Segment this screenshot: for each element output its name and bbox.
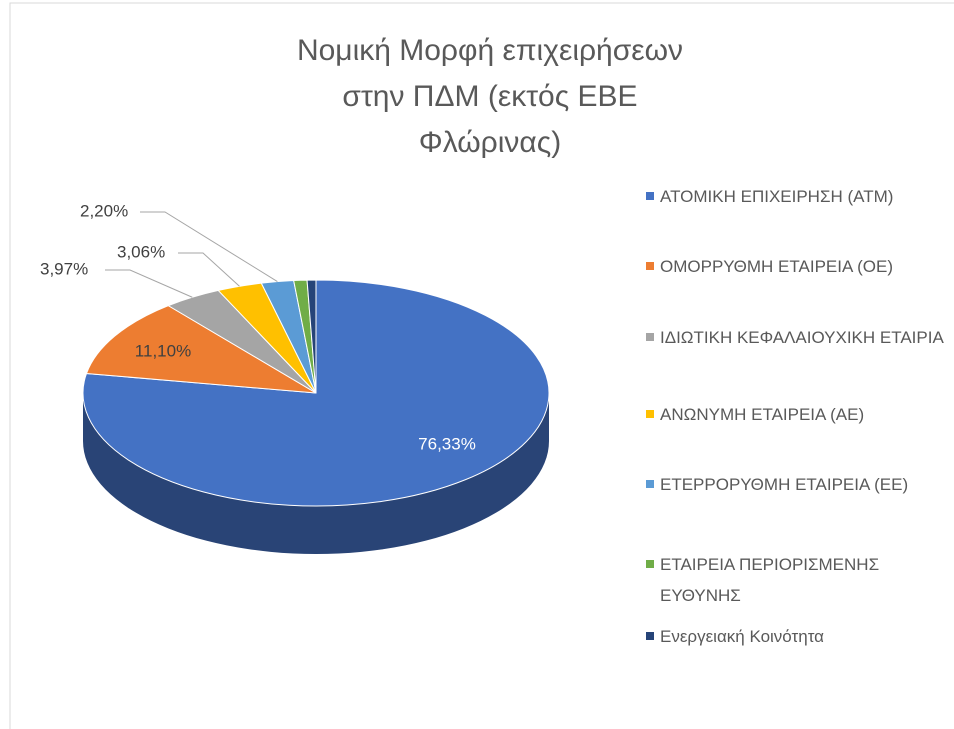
- chart-title: Νομική Μορφή επιχειρήσεων στην ΠΔΜ (εκτό…: [296, 34, 684, 159]
- legend-swatch: [646, 632, 654, 640]
- data-label: 3,97%: [40, 259, 88, 278]
- legend-swatch: [646, 262, 654, 270]
- leader-line: [105, 269, 193, 298]
- pie-slice: [85, 305, 317, 394]
- data-label: 3,06%: [117, 242, 165, 261]
- pie-sides: [83, 393, 549, 554]
- legend-swatch: [646, 410, 654, 418]
- leader-line: [178, 252, 240, 287]
- pie-side: [83, 393, 549, 554]
- data-label: 76,33%: [418, 434, 476, 453]
- legend-label: ΟΜΟΡΡΥΘΜΗ ΕΤΑΙΡΕΙΑ (ΟΕ): [660, 257, 893, 276]
- legend-item: ΕΤΑΙΡΕΙΑ ΠΕΡΙΟΡΙΣΜΕΝΗΣ ΕΥΘΥΝΗΣ: [646, 549, 946, 611]
- legend-label: ΑΝΩΝΥΜΗ ΕΤΑΙΡΕΙΑ (ΑΕ): [660, 405, 865, 424]
- legend-item: ΕΤΕΡΡΟΡΥΘΜΗ ΕΤΑΙΡΕΙΑ (ΕΕ): [646, 469, 946, 500]
- pie-tops: [82, 279, 550, 507]
- legend-item: Ενεργειακή Κοινότητα: [646, 621, 946, 652]
- legend-item: ΑΤΟΜΙΚΗ ΕΠΙΧΕΙΡΗΣΗ (ΑΤΜ): [646, 181, 946, 212]
- legend-item: ΟΜΟΡΡΥΘΜΗ ΕΤΑΙΡΕΙΑ (ΟΕ): [646, 251, 946, 282]
- legend-label: Ενεργειακή Κοινότητα: [660, 627, 824, 646]
- legend-label: ΙΔΙΩΤΙΚΗ ΚΕΦΑΛΑΙΟΥΧΙΚΗ ΕΤΑΙΡΙΑ: [660, 328, 944, 347]
- legend-label: ΑΤΟΜΙΚΗ ΕΠΙΧΕΙΡΗΣΗ (ΑΤΜ): [660, 187, 894, 206]
- data-label: 2,20%: [80, 201, 128, 220]
- data-label: 11,10%: [135, 341, 191, 360]
- chart-border: [9, 2, 954, 729]
- legend-label: ΕΤΑΙΡΕΙΑ ΠΕΡΙΟΡΙΣΜΕΝΗΣ ΕΥΘΥΝΗΣ: [660, 555, 880, 605]
- legend-swatch: [646, 560, 654, 568]
- legend-swatch: [646, 192, 654, 200]
- legend-label: ΕΤΕΡΡΟΡΥΘΜΗ ΕΤΑΙΡΕΙΑ (ΕΕ): [660, 475, 909, 494]
- legend-swatch: [646, 480, 654, 488]
- legend-item: ΑΝΩΝΥΜΗ ΕΤΑΙΡΕΙΑ (ΑΕ): [646, 399, 946, 430]
- legend-item: ΙΔΙΩΤΙΚΗ ΚΕΦΑΛΑΙΟΥΧΙΚΗ ΕΤΑΙΡΙΑ: [646, 322, 946, 353]
- pie-slice: [306, 279, 317, 394]
- leader-line: [140, 211, 278, 282]
- legend-swatch: [646, 333, 654, 341]
